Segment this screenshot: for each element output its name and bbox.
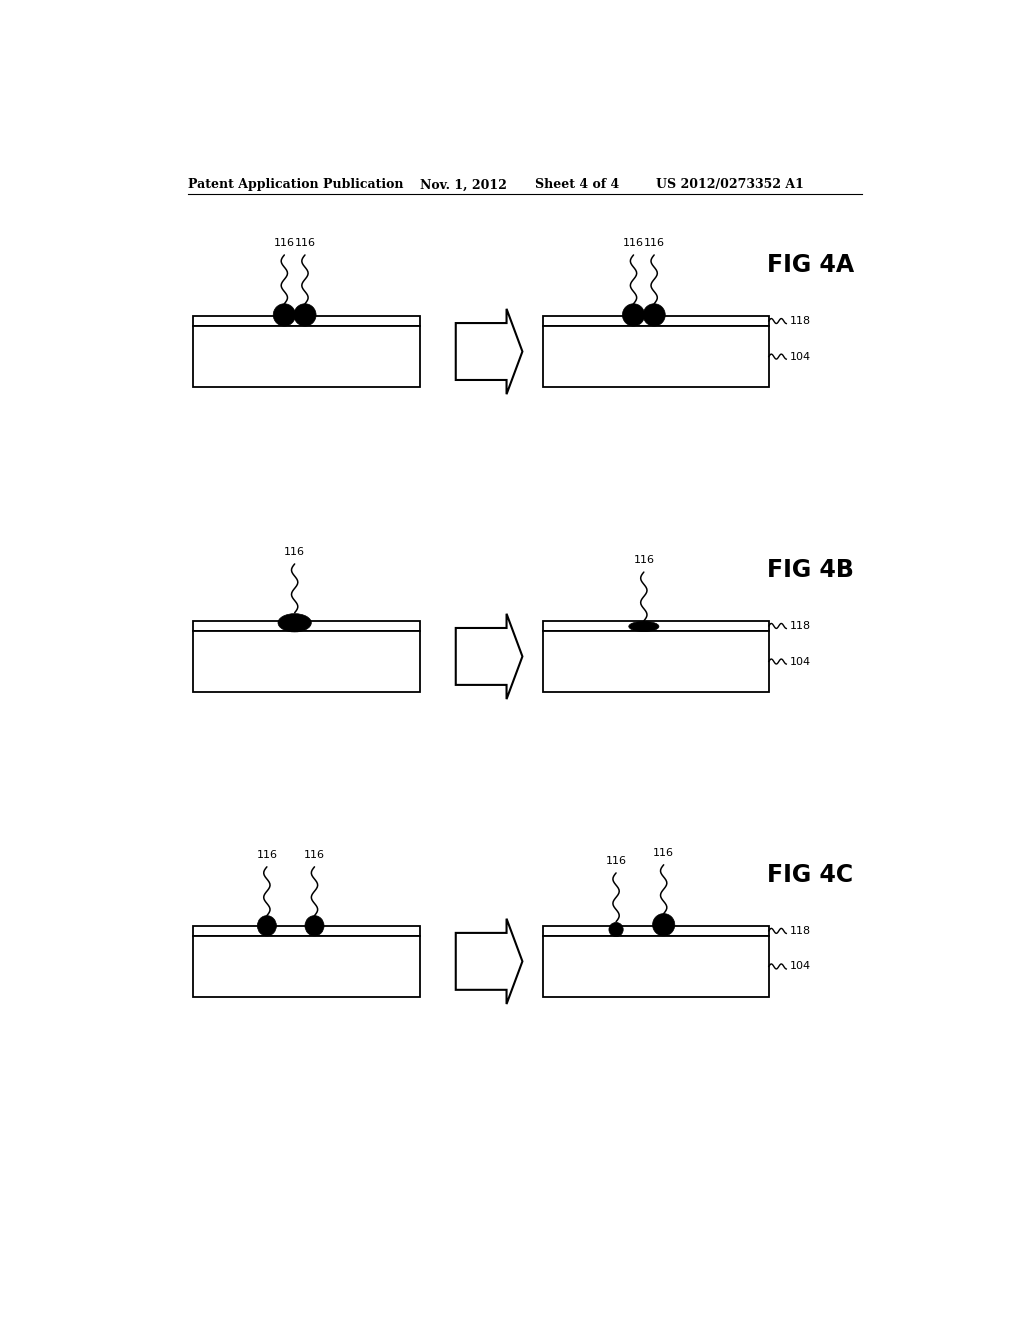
Bar xyxy=(194,925,420,936)
Ellipse shape xyxy=(629,622,658,631)
Text: 104: 104 xyxy=(790,656,811,667)
Bar xyxy=(543,620,769,631)
Ellipse shape xyxy=(623,304,645,326)
Text: 116: 116 xyxy=(304,850,325,859)
Text: 104: 104 xyxy=(790,351,811,362)
Ellipse shape xyxy=(652,913,675,936)
Ellipse shape xyxy=(643,304,666,326)
Polygon shape xyxy=(456,919,522,1005)
Text: 116: 116 xyxy=(653,847,674,858)
Bar xyxy=(194,631,420,692)
Polygon shape xyxy=(456,614,522,700)
Text: 116: 116 xyxy=(633,554,654,565)
Polygon shape xyxy=(456,309,522,395)
Bar xyxy=(194,315,420,326)
Text: Sheet 4 of 4: Sheet 4 of 4 xyxy=(536,178,620,191)
Text: US 2012/0273352 A1: US 2012/0273352 A1 xyxy=(655,178,804,191)
Ellipse shape xyxy=(257,916,276,936)
Bar xyxy=(543,936,769,997)
Text: 116: 116 xyxy=(644,238,665,248)
Bar xyxy=(194,936,420,997)
Text: 104: 104 xyxy=(790,961,811,972)
Text: Nov. 1, 2012: Nov. 1, 2012 xyxy=(420,178,507,191)
Text: 118: 118 xyxy=(790,620,811,631)
Ellipse shape xyxy=(609,923,624,937)
Text: 118: 118 xyxy=(790,315,811,326)
Bar xyxy=(543,925,769,936)
Ellipse shape xyxy=(294,304,316,326)
Text: 116: 116 xyxy=(273,238,295,248)
Text: 118: 118 xyxy=(790,925,811,936)
Text: FIG 4A: FIG 4A xyxy=(767,253,854,277)
Text: FIG 4C: FIG 4C xyxy=(767,863,854,887)
Text: Patent Application Publication: Patent Application Publication xyxy=(187,178,403,191)
Text: 116: 116 xyxy=(295,238,315,248)
Ellipse shape xyxy=(278,614,311,632)
Text: 116: 116 xyxy=(284,546,305,557)
Text: 116: 116 xyxy=(605,855,627,866)
Bar xyxy=(543,315,769,326)
Text: 116: 116 xyxy=(256,850,278,859)
Bar xyxy=(194,326,420,387)
Bar xyxy=(543,326,769,387)
Bar xyxy=(194,620,420,631)
Text: FIG 4B: FIG 4B xyxy=(767,558,854,582)
Ellipse shape xyxy=(305,916,324,936)
Bar xyxy=(543,631,769,692)
Ellipse shape xyxy=(273,304,296,326)
Text: 116: 116 xyxy=(623,238,644,248)
